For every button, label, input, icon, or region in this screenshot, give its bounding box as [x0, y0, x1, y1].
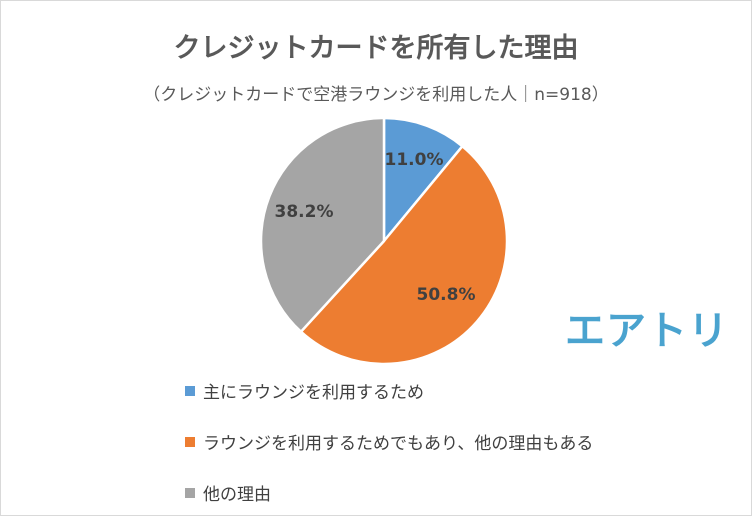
- legend-item-lounge-and-other: ラウンジを利用するためでもあり、他の理由もある: [185, 429, 593, 454]
- legend-label-main-lounge: 主にラウンジを利用するため: [203, 383, 424, 403]
- airtrip-logo: エアトリ: [565, 308, 729, 354]
- legend-label-lounge-and-other: ラウンジを利用するためでもあり、他の理由もある: [203, 434, 594, 454]
- chart-title: クレジットカードを所有した理由: [173, 33, 579, 64]
- legend-swatch-gray: [185, 487, 195, 498]
- chart-subtitle: （クレジットカードで空港ラウンジを利用した人｜n=918）: [143, 85, 609, 105]
- legend-swatch-orange: [185, 436, 195, 447]
- slice-main-lounge: [382, 116, 465, 245]
- slice-other-reason: [259, 116, 386, 334]
- legend-item-main-lounge: 主にラウンジを利用するため: [185, 378, 424, 403]
- legend-item-other-reason: 他の理由: [185, 480, 271, 505]
- legend-label-other-reason: 他の理由: [203, 485, 271, 505]
- legend-swatch-blue: [185, 385, 195, 396]
- slice-lounge-and-other: [299, 144, 509, 366]
- data-label-slice-main-lounge: 11.0%: [385, 150, 444, 170]
- data-label-slice-other-reason: 38.2%: [275, 202, 334, 222]
- data-label-slice-lounge-and-other: 50.8%: [417, 285, 476, 305]
